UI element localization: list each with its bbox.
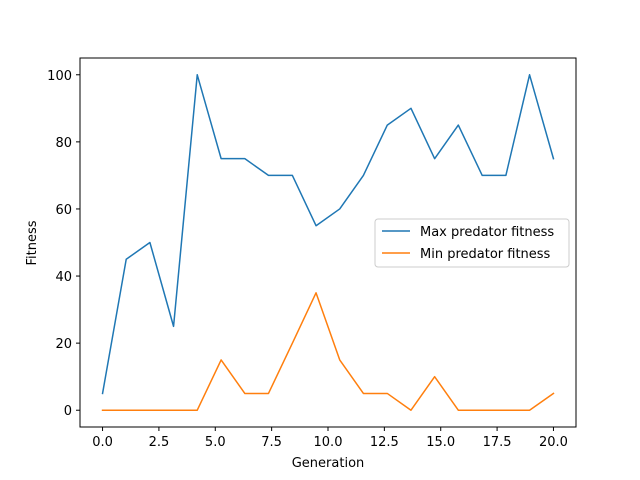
y-tick-label: 20: [55, 337, 72, 352]
y-tick-label: 60: [55, 203, 72, 218]
plot-lines: [101, 74, 555, 411]
legend: Max predator fitness Min predator fitnes…: [374, 218, 570, 268]
y-axis: 0 20 40 60 80 100: [47, 69, 80, 419]
x-tick-label: 20.0: [539, 435, 568, 450]
legend-box: [374, 218, 570, 268]
series-line-0: [101, 74, 555, 395]
y-tick-label: 40: [55, 270, 72, 285]
legend-label-min: Min predator fitness: [420, 247, 551, 262]
x-tick-label: 5.0: [205, 435, 226, 450]
x-axis: 0.0 2.5 5.0 7.5 10.0 12.5 15.0 17.5 20.0: [92, 427, 568, 450]
x-axis-label: Generation: [292, 456, 365, 471]
y-tick-label: 100: [47, 69, 72, 84]
x-tick-label: 7.5: [261, 435, 282, 450]
x-tick-label: 12.5: [370, 435, 399, 450]
y-tick-label: 80: [55, 136, 72, 151]
x-tick-label: 0.0: [92, 435, 113, 450]
x-tick-label: 17.5: [483, 435, 512, 450]
x-tick-label: 2.5: [149, 435, 170, 450]
y-tick-label: 0: [64, 404, 72, 419]
legend-label-max: Max predator fitness: [420, 225, 554, 240]
y-axis-label: Fitness: [25, 220, 40, 265]
x-tick-label: 15.0: [426, 435, 455, 450]
series-line-1: [101, 292, 555, 411]
x-tick-label: 10.0: [314, 435, 343, 450]
